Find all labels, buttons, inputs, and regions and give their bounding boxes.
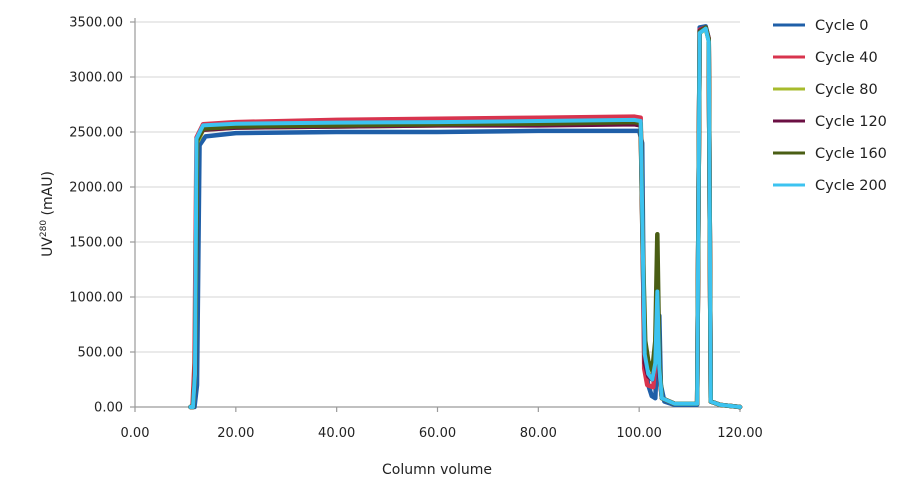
series-line-cycle-200 (188, 26, 742, 409)
x-tick-label: 60.00 (419, 426, 456, 441)
x-tick-label: 80.00 (520, 426, 557, 441)
x-tick-label: 0.00 (121, 426, 150, 441)
y-tick-label: 1500.00 (69, 236, 123, 251)
y-tick-label: 3500.00 (69, 16, 123, 31)
legend-item: Cycle 0 (773, 18, 868, 34)
x-tick-label: 100.00 (616, 426, 662, 441)
y-axis-title-unit: (mAU) (40, 171, 56, 220)
legend-label: Cycle 40 (815, 50, 878, 66)
legend-label: Cycle 0 (815, 18, 868, 34)
y-tick-label: 2000.00 (69, 181, 123, 196)
x-tick-label: 20.00 (217, 426, 254, 441)
y-tick-label: 500.00 (78, 346, 124, 361)
y-axis-title: UV280 (mAU) (39, 171, 56, 257)
y-tick-label: 0.00 (94, 401, 123, 416)
tick-labels: 0.00 500.00 1000.00 1500.00 2000.00 2500.00 30… (69, 16, 763, 442)
y-tick-label: 1000.00 (69, 291, 123, 306)
legend-item: Cycle 160 (773, 146, 887, 162)
x-tick-label: 40.00 (318, 426, 355, 441)
legend-label: Cycle 200 (815, 178, 887, 194)
axes (130, 18, 741, 412)
legend-item: Cycle 120 (773, 114, 887, 130)
legend-item: Cycle 40 (773, 50, 878, 66)
y-tick-label: 2500.00 (69, 126, 123, 141)
y-axis-title-sup: 280 (39, 220, 49, 237)
grid-lines (135, 21, 740, 353)
legend-item: Cycle 200 (773, 178, 887, 194)
series-lines (188, 24, 743, 410)
legend-label: Cycle 80 (815, 82, 878, 98)
x-tick-label: 120.00 (717, 426, 763, 441)
y-axis-title-main: UV (40, 237, 56, 257)
legend-label: Cycle 120 (815, 114, 887, 130)
legend-item: Cycle 80 (773, 82, 878, 98)
legend-label: Cycle 160 (815, 146, 887, 162)
legend: Cycle 0 Cycle 40 Cycle 80 Cycle 120 Cycle 16… (773, 18, 887, 194)
x-axis-title: Column volume (382, 462, 492, 478)
y-tick-label: 3000.00 (69, 71, 123, 86)
